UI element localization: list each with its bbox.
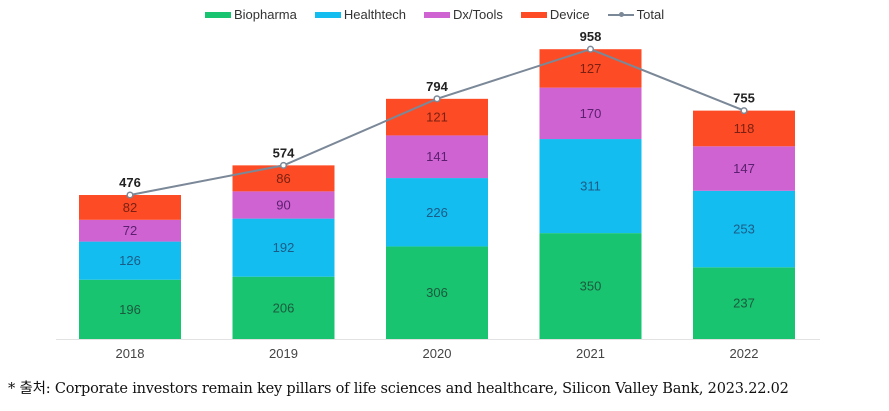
bar-dx-tools-2020 bbox=[386, 135, 488, 179]
bar-biopharma-2019 bbox=[232, 276, 335, 339]
bar-dx-tools-2021 bbox=[539, 87, 642, 140]
legend-swatch-biopharma bbox=[205, 11, 231, 18]
total-point-2021 bbox=[586, 45, 595, 53]
total-label-2020: 794 bbox=[426, 79, 448, 94]
bar-dx-tools-2019 bbox=[232, 191, 335, 219]
total-point-2019 bbox=[279, 161, 288, 169]
data-label-healthtech-2021: 311 bbox=[580, 179, 601, 194]
chart-legend: Biopharma Healthtech Dx/Tools Device Tot… bbox=[205, 7, 682, 22]
bar-healthtech-2021 bbox=[539, 139, 642, 234]
data-label-device-2020: 121 bbox=[426, 110, 448, 125]
legend-swatch-healthtech bbox=[314, 11, 341, 18]
legend-label-total: Total bbox=[636, 7, 665, 22]
total-label-2021: 958 bbox=[580, 29, 602, 44]
data-label-dx-tools-2018: 72 bbox=[123, 223, 137, 238]
legend-item-total: Total bbox=[607, 7, 665, 22]
legend-label-dx-tools: Dx/Tools bbox=[453, 7, 503, 22]
data-label-device-2022: 118 bbox=[734, 121, 755, 136]
x-tick-label-2022: 2022 bbox=[730, 346, 759, 361]
legend-swatch-total bbox=[607, 11, 634, 17]
bar-healthtech-2018 bbox=[79, 241, 181, 280]
data-label-device-2018: 82 bbox=[123, 200, 137, 215]
x-tick-label-2020: 2020 bbox=[423, 346, 452, 361]
legend-swatch-device bbox=[520, 11, 547, 18]
total-label-2018: 476 bbox=[119, 175, 141, 190]
data-label-healthtech-2022: 253 bbox=[733, 222, 755, 237]
data-label-dx-tools-2022: 147 bbox=[733, 161, 755, 176]
legend-item-dx-tools: Dx/Tools bbox=[424, 7, 503, 22]
x-tick-label-2019: 2019 bbox=[269, 346, 298, 361]
data-label-dx-tools-2019: 90 bbox=[276, 197, 290, 212]
data-label-biopharma-2021: 350 bbox=[580, 279, 602, 294]
data-label-healthtech-2020: 226 bbox=[426, 205, 448, 220]
total-label-2022: 755 bbox=[733, 91, 755, 106]
x-tick-label-2018: 2018 bbox=[116, 346, 145, 361]
total-point-2018 bbox=[126, 191, 134, 199]
data-label-dx-tools-2021: 170 bbox=[580, 106, 602, 121]
bar-dx-tools-2018 bbox=[79, 219, 181, 242]
bar-device-2019 bbox=[232, 165, 335, 192]
legend-item-healthtech: Healthtech bbox=[314, 7, 407, 22]
data-label-healthtech-2018: 126 bbox=[119, 253, 141, 268]
legend-item-device: Device bbox=[520, 7, 590, 22]
x-tick-label-2021: 2021 bbox=[576, 346, 605, 361]
data-label-device-2019: 86 bbox=[276, 171, 290, 186]
data-label-biopharma-2019: 206 bbox=[273, 300, 295, 315]
bar-healthtech-2020 bbox=[386, 178, 488, 247]
bar-device-2020 bbox=[386, 98, 488, 136]
data-label-device-2021: 127 bbox=[580, 61, 602, 76]
bar-biopharma-2022 bbox=[693, 267, 795, 339]
data-label-healthtech-2019: 192 bbox=[273, 240, 295, 255]
bar-biopharma-2020 bbox=[386, 246, 488, 339]
legend-swatch-dx-tools bbox=[424, 11, 451, 18]
data-label-dx-tools-2020: 141 bbox=[426, 149, 448, 164]
bar-biopharma-2021 bbox=[539, 233, 642, 339]
bar-healthtech-2022 bbox=[693, 190, 795, 268]
total-label-2019: 574 bbox=[273, 145, 295, 160]
bar-biopharma-2018 bbox=[79, 279, 181, 339]
bar-device-2022 bbox=[693, 110, 795, 147]
total-point-2022 bbox=[740, 107, 748, 115]
stacked-bar-chart: 196 126 72 82 476 2018 206 192 90 86 574 2019 306 226… bbox=[56, 29, 820, 361]
legend-item-biopharma: Biopharma bbox=[205, 7, 297, 22]
data-label-biopharma-2020: 306 bbox=[426, 285, 448, 300]
bar-dx-tools-2022 bbox=[693, 146, 795, 191]
bar-healthtech-2019 bbox=[232, 218, 335, 277]
legend-label-healthtech: Healthtech bbox=[343, 7, 407, 22]
data-label-biopharma-2018: 196 bbox=[119, 302, 141, 317]
bar-device-2018 bbox=[79, 195, 181, 220]
total-point-2020 bbox=[433, 95, 441, 103]
legend-label-biopharma: Biopharma bbox=[234, 7, 297, 22]
legend-label-device: Device bbox=[549, 7, 590, 22]
data-label-biopharma-2022: 237 bbox=[733, 296, 755, 311]
bar-device-2021 bbox=[539, 49, 642, 88]
source-footnote: * 출처: Corporate investors remain key pil… bbox=[8, 381, 789, 397]
